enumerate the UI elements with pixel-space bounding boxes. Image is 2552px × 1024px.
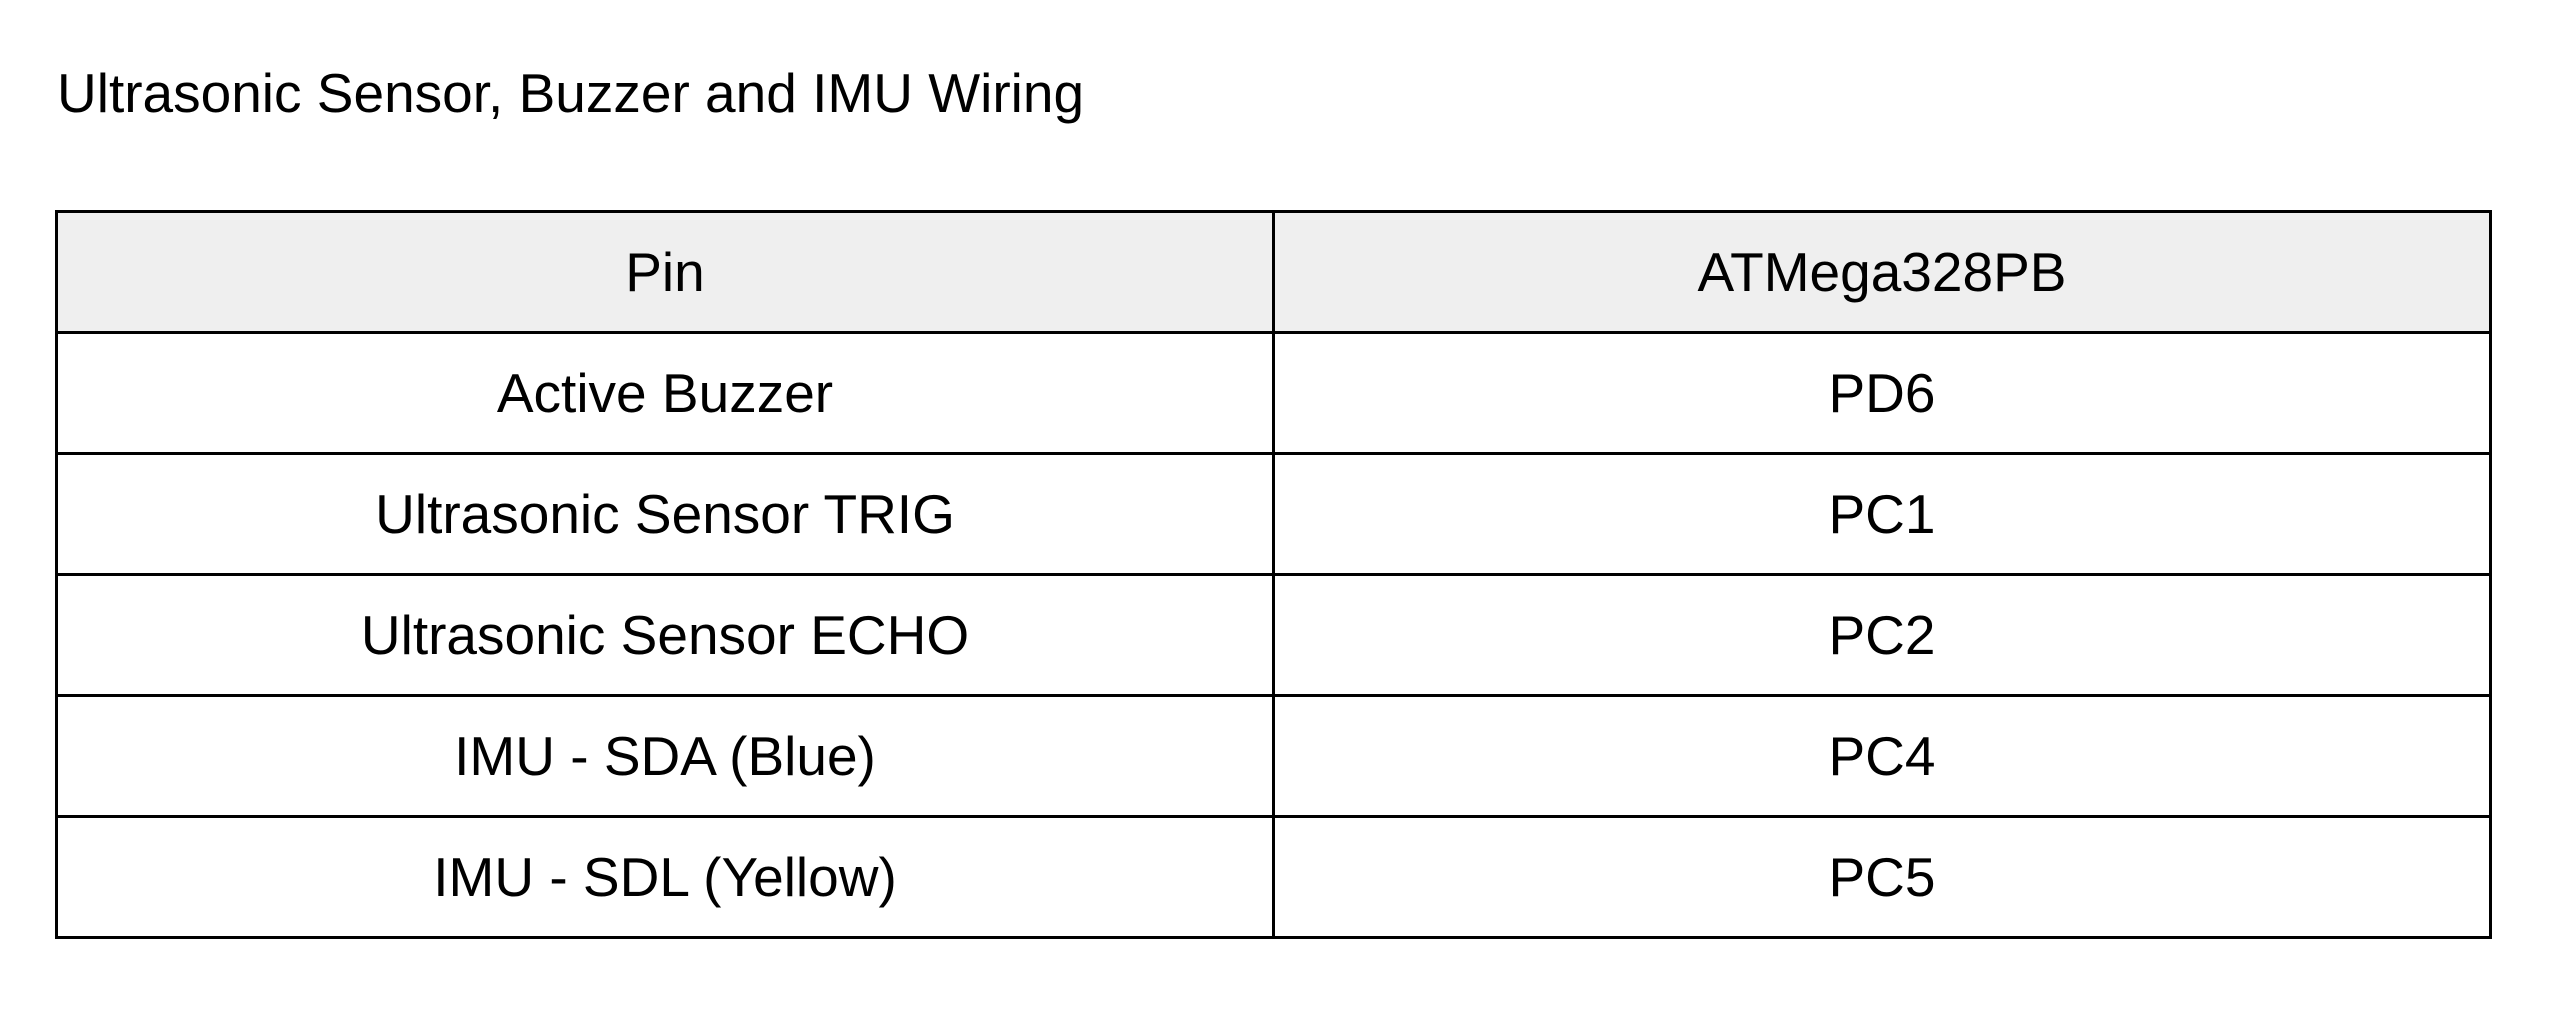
port-cell: PC5 [1272, 815, 2492, 939]
port-cell: PC4 [1272, 694, 2492, 818]
table-row: IMU - SDL (Yellow) PC5 [55, 815, 2492, 939]
pin-cell: Ultrasonic Sensor ECHO [55, 573, 1275, 697]
pin-cell: Active Buzzer [55, 331, 1275, 455]
document-title: Ultrasonic Sensor, Buzzer and IMU Wiring [57, 62, 1085, 124]
wiring-table: Pin ATMega328PB Active Buzzer PD6 Ultras… [55, 210, 2492, 939]
port-cell: PC1 [1272, 452, 2492, 576]
table-row: Ultrasonic Sensor TRIG PC1 [55, 452, 2492, 576]
port-cell: PD6 [1272, 331, 2492, 455]
table-row: IMU - SDA (Blue) PC4 [55, 694, 2492, 818]
table-header-row: Pin ATMega328PB [55, 210, 2492, 334]
port-cell: PC2 [1272, 573, 2492, 697]
pin-cell: Ultrasonic Sensor TRIG [55, 452, 1275, 576]
column-header-atmega328pb: ATMega328PB [1272, 210, 2492, 334]
pin-cell: IMU - SDA (Blue) [55, 694, 1275, 818]
table-row: Ultrasonic Sensor ECHO PC2 [55, 573, 2492, 697]
pin-cell: IMU - SDL (Yellow) [55, 815, 1275, 939]
column-header-pin: Pin [55, 210, 1275, 334]
table-row: Active Buzzer PD6 [55, 331, 2492, 455]
